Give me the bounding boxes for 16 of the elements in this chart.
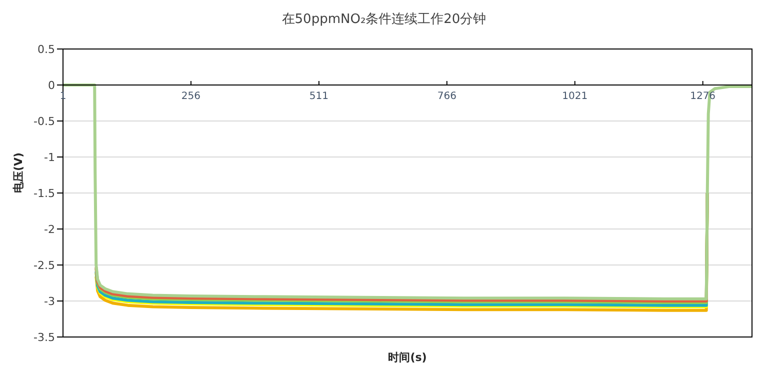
y-tick-label: -3.5 [34, 330, 55, 344]
y-tick-label: -1.5 [34, 186, 55, 200]
x-axis-title: 时间(s) [388, 351, 427, 364]
x-tick-label: 511 [309, 91, 328, 102]
x-tick-label: 1021 [562, 91, 588, 102]
y-tick-label: -3 [44, 294, 55, 308]
chart-title: 在50ppmNO₂条件连续工作20分钟 [280, 11, 488, 28]
y-tick-label: 0.5 [38, 42, 55, 56]
y-tick-label: -2 [44, 222, 55, 236]
y-tick-label: -2.5 [34, 258, 55, 272]
x-tick-label: 766 [437, 91, 456, 102]
x-tick-label: 256 [181, 91, 201, 102]
y-tick-label: 0 [48, 78, 55, 92]
y-axis-title: 电压(V) [12, 152, 25, 193]
y-tick-label: -1 [44, 150, 55, 164]
y-tick-label: -0.5 [34, 114, 55, 128]
